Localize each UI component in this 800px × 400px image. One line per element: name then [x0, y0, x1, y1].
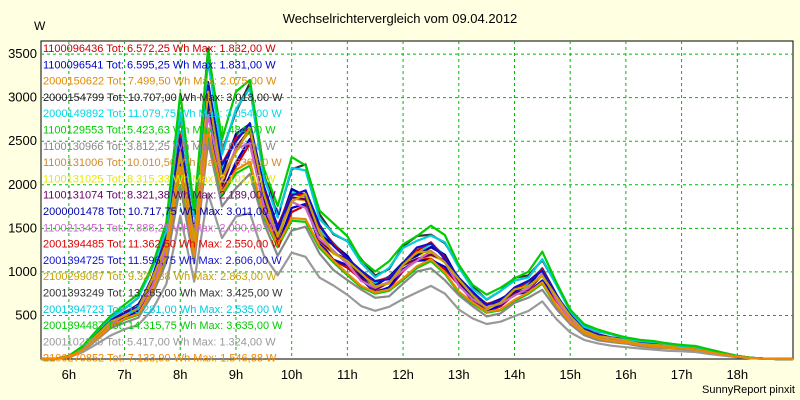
footer-credit: SunnyReport pinxit [702, 384, 795, 396]
x-tick-label: 8h [173, 367, 187, 382]
legend-entry: 1100131025 Tot: 8.315,33 Wh Max: 2.101,0… [43, 173, 276, 185]
x-tick-label: 16h [615, 367, 637, 382]
legend-entry: 1100131006 Tot: 10.010,50 Wh Max: 2.630,… [43, 157, 282, 169]
legend-entry: 1100213451 Tot: 7.888,25 Wh Max: 2.090,0… [43, 222, 276, 234]
legend-entry: 2100299087 Tot: 9.325,38 Wh Max: 2.863,0… [43, 271, 277, 283]
y-tick-label: 3500 [8, 46, 37, 61]
chart-title: Wechselrichtervergleich vom 09.04.2012 [283, 11, 518, 26]
y-tick-label: 1500 [8, 220, 37, 235]
x-tick-label: 12h [392, 367, 414, 382]
series-line [41, 90, 793, 361]
x-tick-label: 11h [337, 367, 358, 382]
legend-entry: 2001393249 Tot: 13.265,00 Wh Max: 3.425,… [43, 288, 283, 300]
legend-entry: 2000149892 Tot: 11.079,75 Wh Max: 3.054,… [43, 108, 282, 120]
series-group [41, 47, 793, 361]
x-tick-label: 9h [229, 367, 243, 382]
x-tick-label: 13h [448, 367, 470, 382]
legend-entry: 2001394725 Tot: 11.596,75 Wh Max: 2.606,… [43, 255, 282, 267]
legend-entry: 1100129553 Tot: 5.423,63 Wh Max: 1.484,0… [43, 125, 276, 137]
legend-entry: 2000150622 Tot: 7.499,50 Wh Max: 2.075,0… [43, 76, 277, 88]
legend-entry: 1100096436 Tot: 6.572,25 Wh Max: 1.832,0… [43, 43, 276, 55]
y-tick-label: 2000 [8, 177, 37, 192]
x-tick-label: 14h [504, 367, 526, 382]
y-tick-label: 500 [15, 307, 37, 322]
legend: 1100096436 Tot: 6.572,25 Wh Max: 1.832,0… [43, 43, 283, 365]
legend-entry: 1100096541 Tot: 6.595,25 Wh Max: 1.831,0… [43, 59, 276, 71]
legend-entry: 2000154799 Tot: 10.707,00 Wh Max: 3.018,… [43, 92, 283, 104]
legend-entry: 2000001478 Tot: 10.717,75 Wh Max: 3.011,… [43, 206, 282, 218]
x-tick-label: 10h [281, 367, 303, 382]
series-line [41, 192, 793, 361]
legend-entry: 2001102399 Tot: 5.417,00 Wh Max: 1.324,0… [43, 336, 276, 348]
legend-entry: 2001394487 Tot: 14.315,75 Wh Max: 3.635,… [43, 320, 283, 332]
y-axis: 500 1000 1500 2000 2500 3000 3500 [8, 46, 37, 322]
series-line [41, 49, 793, 361]
x-tick-label: 6h [62, 367, 76, 382]
legend-entry: 1100130966 Tot: 3.812,25 Wh Max: 1.053,0… [43, 141, 276, 153]
legend-entry: 2001394485 Tot: 11.362,50 Wh Max: 2.550,… [43, 239, 282, 251]
y-axis-unit: W [34, 19, 46, 33]
series-line [41, 128, 793, 361]
plot-area [40, 40, 794, 360]
y-tick-label: 3000 [8, 90, 37, 105]
x-tick-label: 18h [726, 367, 748, 382]
x-axis: 6h 7h 8h 9h 10h 11h 12h 13h 14h 15h 16h 17h 18h [62, 367, 749, 382]
legend-entry: 1100131074 Tot: 8.321,38 Wh Max: 2.189,0… [43, 190, 276, 202]
x-tick-label: 17h [671, 367, 693, 382]
x-tick-label: 7h [117, 367, 131, 382]
y-tick-label: 2500 [8, 133, 37, 148]
legend-entry: 2100270852 Tot: 7.133,90 Wh Max: 1.546,8… [43, 353, 277, 365]
x-tick-label: 15h [559, 367, 581, 382]
y-tick-label: 1000 [8, 264, 37, 279]
legend-entry: 2001394723 Tot: 13.281,00 Wh Max: 2.535,… [43, 304, 283, 316]
